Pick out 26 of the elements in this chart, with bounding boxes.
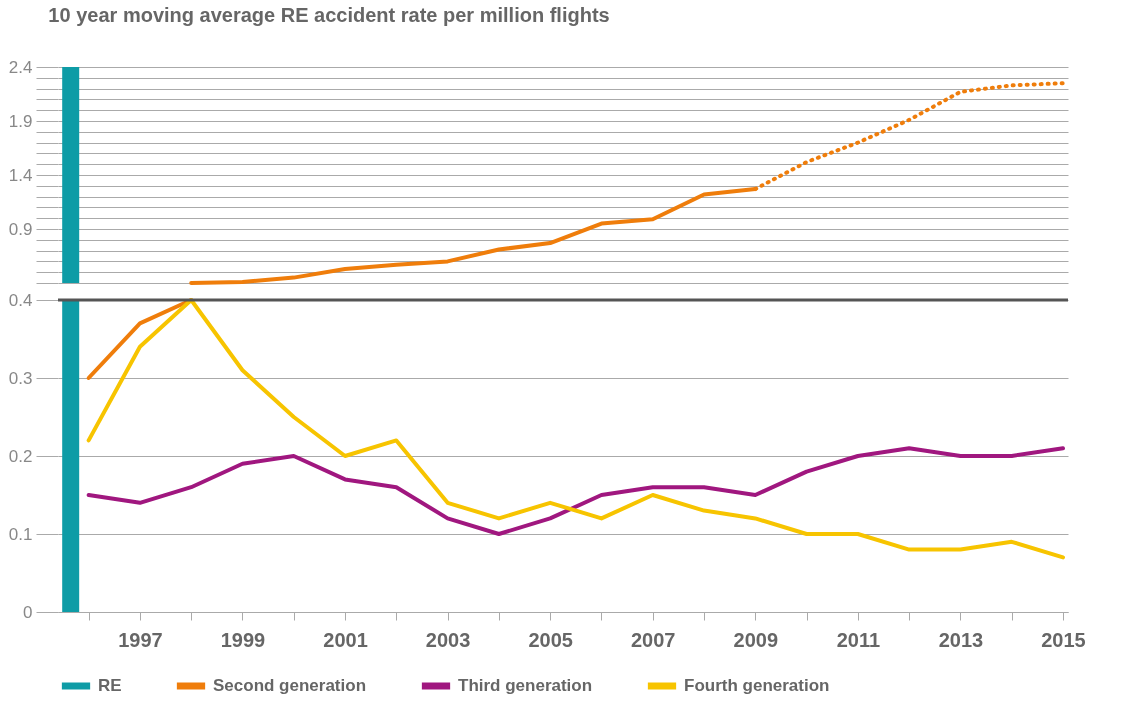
- x-tick-label: 2009: [733, 628, 779, 651]
- legend-label: Second generation: [213, 676, 367, 695]
- y-tick-label: 2.4: [8, 57, 33, 77]
- x-tick-label: 1999: [220, 628, 266, 651]
- x-tick-label: 1997: [118, 628, 163, 651]
- legend-label: Fourth generation: [684, 676, 830, 695]
- y-tick-label: 0.9: [8, 219, 33, 239]
- y-tick-label: 0.1: [8, 524, 33, 544]
- x-tick-label: 2001: [323, 628, 368, 651]
- y-tick-label: 0.3: [8, 368, 33, 388]
- legend-label: Third generation: [458, 676, 593, 695]
- x-tick-label: 2011: [836, 628, 881, 651]
- y-tick-label: 0: [23, 602, 33, 622]
- legend-label: RE: [98, 676, 122, 695]
- x-tick-label: 2005: [528, 628, 573, 651]
- x-tick-label: 2013: [938, 628, 984, 651]
- y-tick-label: 1.4: [8, 165, 33, 185]
- line-series: [86, 298, 1065, 560]
- line-series: [86, 446, 1065, 536]
- y-tick-label: 0.4: [8, 290, 33, 310]
- y-tick-label: 1.9: [8, 111, 33, 131]
- x-tick-label: 2015: [1041, 628, 1086, 651]
- x-tick-label: 2003: [425, 628, 471, 651]
- x-tick-label: 2007: [630, 628, 676, 651]
- chart-title: 10 year moving average RE accident rate per million flights: [48, 4, 610, 26]
- y-tick-label: 0.2: [8, 446, 33, 466]
